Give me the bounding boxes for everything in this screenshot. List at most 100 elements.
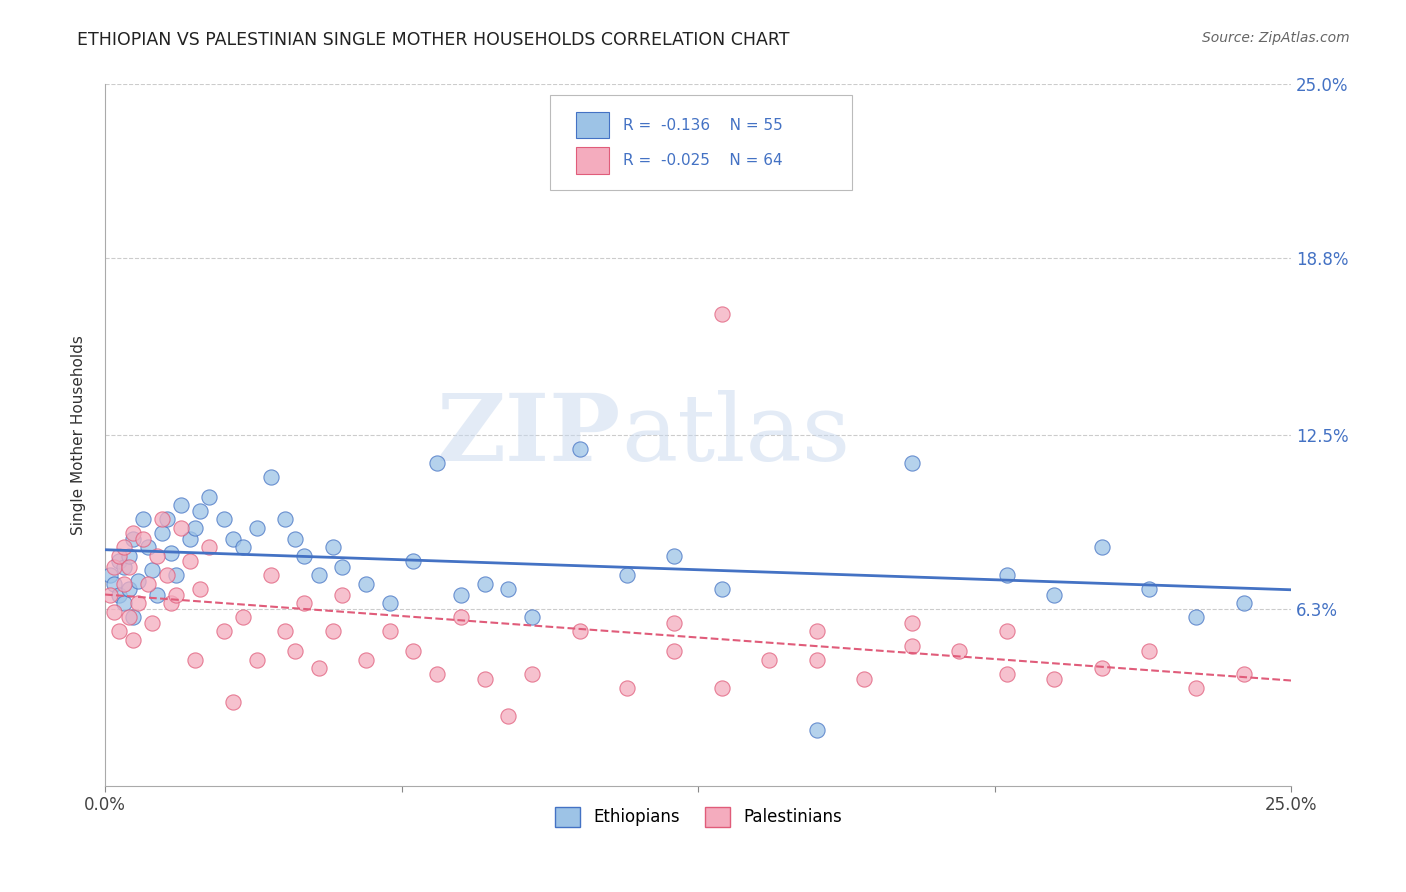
Point [995,568,1018,582]
Point [246,521,269,535]
Point [274,512,297,526]
Point [118,549,141,563]
Point [330,560,353,574]
Point [156,568,179,582]
Point [246,652,269,666]
Point [122,532,145,546]
Text: ETHIOPIAN VS PALESTINIAN SINGLE MOTHER HOUSEHOLDS CORRELATION CHART: ETHIOPIAN VS PALESTINIAN SINGLE MOTHER H… [77,31,790,49]
Text: ZIP: ZIP [437,390,621,480]
FancyBboxPatch shape [576,147,609,174]
Point [1137,582,1160,597]
Point [170,521,193,535]
Point [806,652,828,666]
Point [136,576,159,591]
Point [474,672,496,686]
Point [146,588,169,602]
Text: atlas: atlas [621,390,851,480]
Point [900,456,922,470]
Point [179,532,201,546]
Point [568,624,591,639]
Point [616,681,638,695]
Point [498,582,520,597]
Point [520,610,543,624]
Point [260,568,283,582]
Point [402,644,425,658]
Point [98,568,121,582]
Point [806,723,828,737]
Point [806,624,828,639]
Point [1043,588,1066,602]
Point [1233,666,1256,681]
Point [450,610,472,624]
Point [165,568,187,582]
Point [127,574,149,588]
Point [98,588,121,602]
Point [165,588,187,602]
Point [108,549,131,563]
Legend: Ethiopians, Palestinians: Ethiopians, Palestinians [548,800,848,833]
Point [112,560,135,574]
Point [1043,672,1066,686]
Point [122,526,145,541]
Point [284,532,307,546]
Point [150,512,173,526]
Point [108,624,131,639]
Point [616,568,638,582]
Point [474,576,496,591]
Point [112,576,135,591]
Point [232,610,254,624]
Point [260,470,283,484]
Point [132,532,155,546]
Point [308,661,330,675]
Point [170,498,193,512]
Point [118,582,141,597]
Point [568,442,591,457]
Text: R =  -0.025    N = 64: R = -0.025 N = 64 [623,153,783,168]
Point [103,605,125,619]
Point [995,624,1018,639]
Point [232,541,254,555]
Point [132,512,155,526]
Point [122,632,145,647]
Point [292,596,315,610]
Point [402,554,425,568]
Point [212,512,235,526]
Point [184,521,207,535]
Point [426,456,449,470]
Point [322,541,344,555]
Point [184,652,207,666]
Point [1185,610,1208,624]
Point [212,624,235,639]
Point [222,532,245,546]
Point [160,596,183,610]
Point [900,639,922,653]
Point [292,549,315,563]
Text: R =  -0.136    N = 55: R = -0.136 N = 55 [623,118,783,133]
Point [188,504,211,518]
Point [108,554,131,568]
Point [156,512,179,526]
FancyBboxPatch shape [576,112,609,138]
Point [450,588,472,602]
Point [1185,681,1208,695]
Point [103,576,125,591]
Point [354,576,377,591]
Point [122,610,145,624]
Point [710,308,733,322]
Point [758,652,780,666]
Point [520,666,543,681]
Point [948,644,970,658]
Point [900,616,922,631]
Point [664,644,686,658]
Point [378,624,401,639]
Point [378,596,401,610]
Point [710,681,733,695]
Point [198,490,221,504]
Point [330,588,353,602]
Point [284,644,307,658]
Point [108,588,131,602]
Point [354,652,377,666]
Point [1090,661,1112,675]
Point [222,695,245,709]
Point [853,672,876,686]
